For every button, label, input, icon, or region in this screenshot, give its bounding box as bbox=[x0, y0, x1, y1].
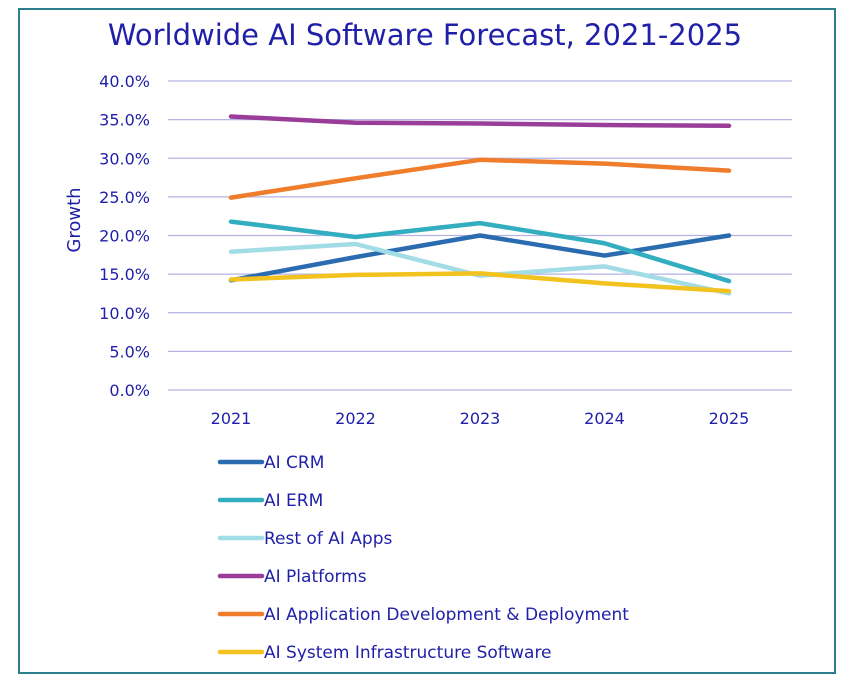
y-tick-label: 35.0% bbox=[99, 111, 150, 130]
y-tick-label: 0.0% bbox=[109, 381, 150, 400]
x-tick-label: 2024 bbox=[584, 409, 625, 428]
y-tick-label: 20.0% bbox=[99, 227, 150, 246]
legend-label-ai-platforms: AI Platforms bbox=[264, 567, 367, 587]
series-line-ai-application-development-deployment bbox=[228, 157, 732, 200]
y-tick-label: 25.0% bbox=[99, 188, 150, 207]
x-tick-label: 2023 bbox=[460, 409, 501, 428]
series-line-ai-erm bbox=[228, 219, 732, 284]
legend-label-ai-crm: AI CRM bbox=[264, 453, 324, 473]
x-tick-label: 2022 bbox=[335, 409, 376, 428]
legend-label-ai-system-infrastructure-software: AI System Infrastructure Software bbox=[264, 643, 552, 663]
y-tick-label: 5.0% bbox=[109, 342, 150, 361]
series-line-ai-platforms bbox=[228, 114, 732, 129]
chart-title: Worldwide AI Software Forecast, 2021-202… bbox=[108, 18, 742, 52]
y-tick-label: 40.0% bbox=[99, 72, 150, 91]
y-axis-label: Growth bbox=[64, 187, 85, 252]
series-line-rest-of-ai-apps bbox=[228, 241, 732, 296]
y-tick-label: 15.0% bbox=[99, 265, 150, 284]
y-tick-label: 30.0% bbox=[99, 149, 150, 168]
legend-label-ai-application-development-deployment: AI Application Development & Deployment bbox=[264, 605, 629, 625]
legend-label-rest-of-ai-apps: Rest of AI Apps bbox=[264, 529, 392, 549]
x-tick-label: 2025 bbox=[709, 409, 750, 428]
x-tick-label: 2021 bbox=[211, 409, 252, 428]
series-line-ai-system-infrastructure-software bbox=[228, 271, 732, 294]
y-tick-label: 10.0% bbox=[99, 304, 150, 323]
series-line-ai-crm bbox=[228, 233, 732, 283]
legend-label-ai-erm: AI ERM bbox=[264, 491, 323, 511]
